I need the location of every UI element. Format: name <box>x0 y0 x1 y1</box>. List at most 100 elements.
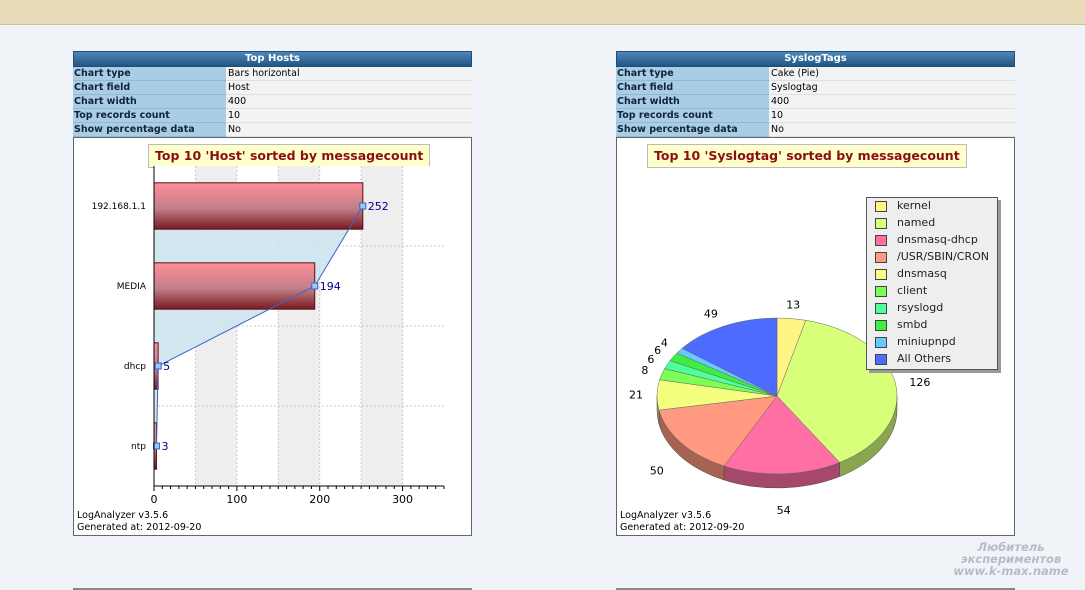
series-line <box>155 205 364 447</box>
category-label: ntp <box>131 442 146 452</box>
prop-key: Show percentage data <box>73 123 226 137</box>
watermark: Любитель экспериментов www.k-max.name <box>952 541 1070 577</box>
pie-value-label: 6 <box>654 344 661 357</box>
pie-slice <box>658 395 778 467</box>
prop-key: Chart field <box>616 81 769 95</box>
data-point <box>152 442 160 450</box>
legend-swatch <box>875 268 887 280</box>
legend-item: dnsmasq-dhcp <box>875 233 978 247</box>
prop-value: Syslogtag <box>769 81 1015 95</box>
bar <box>153 182 364 230</box>
syslog-tags-panel: SyslogTags Chart type Cake (Pie) Chart fi… <box>616 51 1015 137</box>
data-label: 252 <box>368 200 389 213</box>
pie-value-label: 4 <box>661 337 668 350</box>
next-panel-edge-left <box>73 588 472 590</box>
legend-item: smbd <box>875 318 927 332</box>
pie-value-label: 8 <box>641 364 648 377</box>
legend-label: dnsmasq <box>897 267 947 280</box>
top-hosts-panel: Top Hosts Chart type Bars horizontal Char… <box>73 51 472 137</box>
legend-item: miniupnpd <box>875 335 956 349</box>
prop-row-chart-type: Chart type Cake (Pie) <box>616 67 1015 81</box>
legend-swatch <box>875 200 887 212</box>
legend-label: /USR/SBIN/CRON <box>897 250 990 263</box>
legend-label: smbd <box>897 318 928 331</box>
legend-swatch <box>875 319 887 331</box>
prop-key: Chart width <box>73 95 226 109</box>
legend-label: miniupnpd <box>897 335 956 348</box>
category-label: dhcp <box>124 362 146 372</box>
watermark-line: www.k-max.name <box>953 564 1069 578</box>
top-banner <box>0 0 1085 25</box>
prop-row-show-percentage: Show percentage data No <box>616 123 1015 137</box>
prop-row-top-records: Top records count 10 <box>616 109 1015 123</box>
prop-key: Chart field <box>73 81 226 95</box>
legend-swatch <box>875 302 887 314</box>
prop-row-chart-width: Chart width 400 <box>73 95 472 109</box>
legend-item: /USR/SBIN/CRON <box>875 250 989 264</box>
legend-swatch <box>875 285 887 297</box>
syslog-tags-panel-title: SyslogTags <box>616 51 1015 67</box>
prop-row-chart-field: Chart field Syslogtag <box>616 81 1015 95</box>
x-tick-label: 0 <box>151 493 158 506</box>
prop-value: No <box>226 123 472 137</box>
pie-value-label: 13 <box>786 299 800 312</box>
pie-value-label: 126 <box>909 376 930 389</box>
prop-row-chart-type: Chart type Bars horizontal <box>73 67 472 81</box>
legend-item: kernel <box>875 199 931 213</box>
prop-value: 400 <box>226 95 472 109</box>
data-point <box>359 202 367 210</box>
prop-key: Top records count <box>73 109 226 123</box>
prop-key: Chart type <box>73 67 226 81</box>
prop-row-show-percentage: Show percentage data No <box>73 123 472 137</box>
legend-swatch <box>875 251 887 263</box>
pie-value-label: 54 <box>777 504 791 517</box>
category-label: MEDIA <box>117 282 147 292</box>
pie-slice <box>681 317 778 397</box>
next-panel-edge-right <box>616 588 1015 590</box>
prop-value: Bars horizontal <box>226 67 472 81</box>
prop-value: No <box>769 123 1015 137</box>
prop-row-chart-width: Chart width 400 <box>616 95 1015 109</box>
prop-key: Show percentage data <box>616 123 769 137</box>
legend-label: client <box>897 284 928 297</box>
watermark-line: Любитель <box>977 540 1045 554</box>
data-point <box>154 362 162 370</box>
legend-item: dnsmasq <box>875 267 947 281</box>
prop-row-chart-field: Chart field Host <box>73 81 472 95</box>
legend-swatch <box>875 217 887 229</box>
prop-key: Top records count <box>616 109 769 123</box>
pie-value-label: 21 <box>629 389 643 402</box>
top-hosts-panel-title: Top Hosts <box>73 51 472 67</box>
prop-value: 10 <box>226 109 472 123</box>
pie-value-label: 49 <box>704 307 718 320</box>
prop-value: Host <box>226 81 472 95</box>
pie-chart-footer-version: LogAnalyzer v3.5.6 <box>620 510 712 521</box>
prop-value: Cake (Pie) <box>769 67 1015 81</box>
prop-value: 400 <box>769 95 1015 109</box>
legend-item: rsyslogd <box>875 301 943 315</box>
data-point <box>311 282 319 290</box>
category-label: 192.168.1.1 <box>92 202 146 212</box>
legend-item: client <box>875 284 927 298</box>
syslog-tags-chart: Top 10 'Syslogtag' sorted by messagecoun… <box>616 137 1015 536</box>
bar-chart-title: Top 10 'Host' sorted by messagecount <box>148 144 431 168</box>
bar-chart-footer-generated: Generated at: 2012-09-20 <box>77 522 202 533</box>
prop-key: Chart type <box>616 67 769 81</box>
pie-value-label: 50 <box>650 464 664 477</box>
bar <box>153 262 316 310</box>
x-tick-label: 300 <box>392 493 413 506</box>
legend-label: named <box>897 216 936 229</box>
data-label: 194 <box>320 280 341 293</box>
legend-label: kernel <box>897 199 931 212</box>
legend-item: All Others <box>875 352 951 366</box>
watermark-line: экспериментов <box>960 552 1062 566</box>
bar-chart-svg: 192.168.1.1 MEDIA dhcp ntp 252 194 5 3 0 100 200 30… <box>92 166 445 506</box>
legend-swatch <box>875 234 887 246</box>
pie-chart-footer-generated: Generated at: 2012-09-20 <box>620 522 745 533</box>
legend-label: dnsmasq-dhcp <box>897 233 978 246</box>
pie-chart-title: Top 10 'Syslogtag' sorted by messagecoun… <box>647 144 967 168</box>
legend-swatch <box>875 353 887 365</box>
x-tick-label: 200 <box>309 493 330 506</box>
legend-label: rsyslogd <box>897 301 944 314</box>
legend-swatch <box>875 336 887 348</box>
